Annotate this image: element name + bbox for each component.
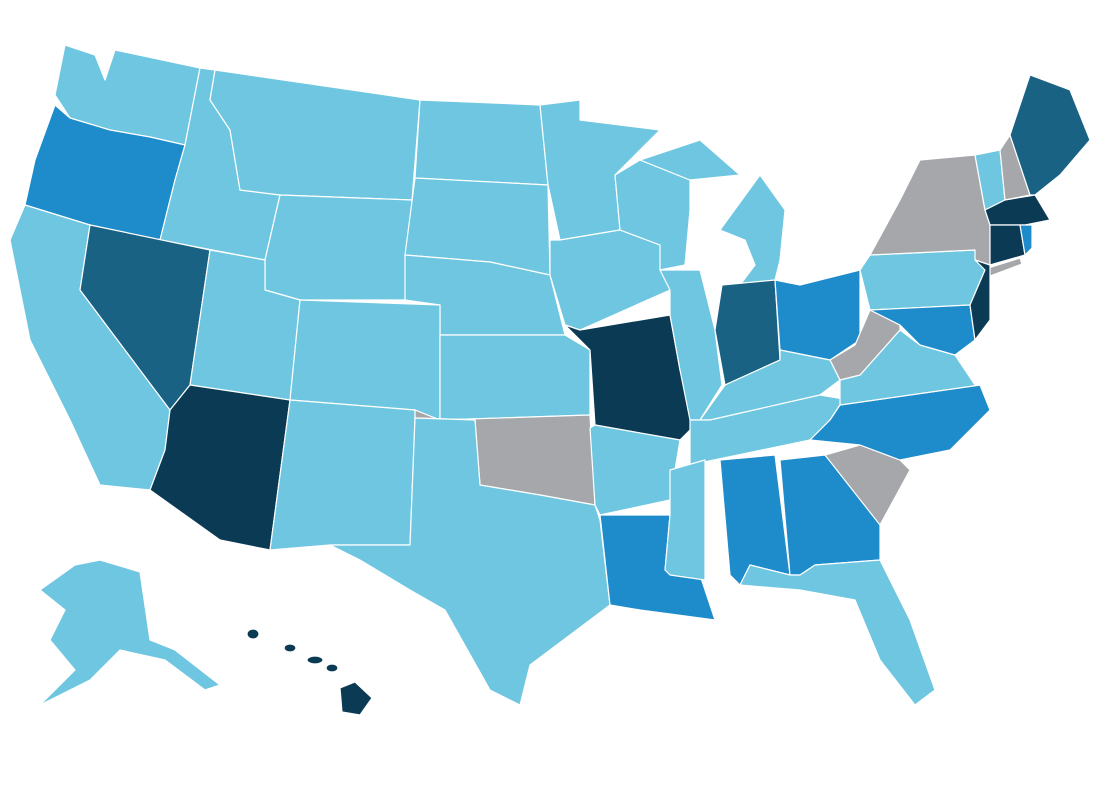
state — [269, 399, 416, 551]
state — [306, 655, 324, 665]
state — [246, 628, 260, 640]
state — [829, 309, 901, 381]
state — [339, 681, 373, 716]
state — [719, 174, 786, 286]
state — [325, 663, 339, 673]
state — [869, 154, 991, 266]
state — [639, 139, 741, 181]
state — [664, 459, 706, 581]
state — [774, 269, 861, 361]
state — [283, 643, 297, 653]
state — [739, 559, 936, 706]
state — [39, 559, 221, 706]
states — [9, 44, 1091, 716]
state — [589, 424, 681, 516]
state — [824, 444, 911, 526]
state — [719, 454, 791, 586]
state — [1019, 224, 1033, 256]
state — [549, 229, 671, 331]
state — [209, 69, 421, 201]
state — [859, 249, 986, 311]
state — [329, 417, 611, 706]
state — [414, 99, 549, 186]
state — [264, 194, 413, 301]
state — [439, 334, 591, 421]
state — [1009, 74, 1091, 196]
state — [149, 384, 291, 551]
